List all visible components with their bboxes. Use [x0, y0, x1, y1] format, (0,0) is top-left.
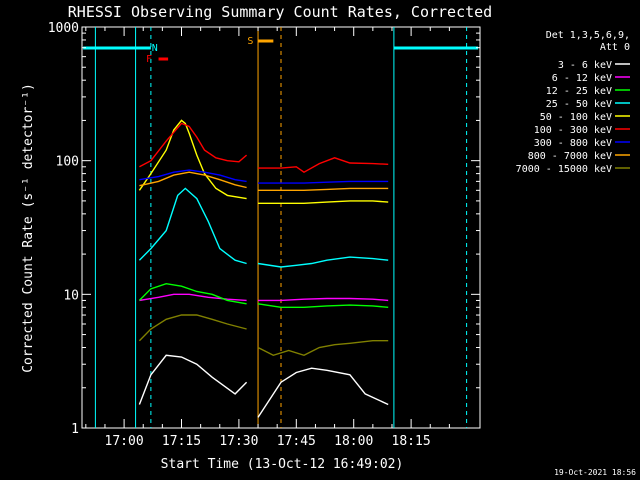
x-tick-label: 17:15 — [162, 434, 201, 449]
series-7000-15000-kev — [138, 314, 389, 357]
y-axis: 1 10 100 1000 — [48, 21, 480, 437]
chart-title: RHESSI Observing Summary Count Rates, Co… — [68, 3, 492, 21]
series-line — [258, 180, 389, 184]
series-3-6-kev — [138, 354, 389, 418]
series-line — [258, 200, 389, 205]
series-300-800-kev — [139, 169, 389, 184]
legend-entry-label: 800 - 7000 keV — [528, 151, 612, 162]
series-line — [138, 314, 247, 342]
legend-entry-label: 7000 - 15000 keV — [516, 164, 612, 175]
legend-entry-label: 100 - 300 keV — [534, 125, 612, 136]
y-tick-label: 100 — [56, 155, 79, 170]
series-line — [257, 340, 389, 357]
footer-timestamp: 19-Oct-2021 18:56 — [554, 468, 636, 477]
series-25-50-kev — [138, 187, 389, 268]
series-800-7000-kev — [139, 171, 389, 192]
series-line — [258, 187, 389, 192]
series-line — [138, 119, 247, 200]
legend-entry-label: 12 - 25 keV — [546, 86, 612, 97]
legend-entry-label: 3 - 6 keV — [558, 60, 612, 71]
legend-entry-label: 25 - 50 keV — [546, 99, 612, 110]
legend: Det 1,3,5,6,9,Att 0 3 - 6 keV 6 - 12 keV 12… — [516, 30, 630, 175]
series-line — [258, 297, 389, 302]
annotation-label: N — [152, 43, 158, 54]
series-line — [138, 354, 248, 405]
x-tick-label: 17:45 — [277, 434, 316, 449]
series-50-100-kev — [138, 119, 389, 205]
plot-area: NF S — [81, 26, 481, 429]
series-line — [139, 171, 247, 189]
y-tick-label: 10 — [63, 288, 79, 303]
legend-header: Att 0 — [600, 42, 630, 53]
series-line — [258, 157, 389, 174]
annotation-label: F — [146, 54, 152, 65]
series-line — [257, 367, 389, 418]
series-line — [138, 187, 247, 265]
series-line — [138, 282, 247, 305]
annotation-label: S — [247, 36, 253, 47]
series-line — [257, 256, 389, 268]
legend-header: Det 1,3,5,6,9, — [546, 30, 630, 41]
x-tick-label: 18:15 — [392, 434, 431, 449]
series-line — [139, 169, 247, 183]
x-tick-label: 18:00 — [334, 434, 373, 449]
series-line — [139, 293, 247, 302]
series-line — [257, 303, 389, 308]
x-axis: 17:00 17:15 17:30 17:45 18:00 18:15 — [85, 27, 450, 449]
series-12-25-kev — [138, 282, 389, 308]
series-line — [139, 122, 248, 168]
x-tick-label: 17:30 — [219, 434, 258, 449]
y-tick-label: 1 — [71, 422, 79, 437]
legend-entry-label: 300 - 800 keV — [534, 138, 612, 149]
y-tick-label: 1000 — [48, 21, 79, 36]
legend-entry-label: 6 - 12 keV — [552, 73, 612, 84]
x-axis-label: Start Time (13-Oct-12 16:49:02) — [161, 457, 404, 472]
y-axis-label: Corrected Count Rate (s⁻¹ detector⁻¹) — [21, 83, 36, 373]
x-tick-label: 17:00 — [105, 434, 144, 449]
legend-entry-label: 50 - 100 keV — [540, 112, 612, 123]
series-100-300-kev — [139, 122, 389, 174]
series-6-12-kev — [139, 293, 389, 302]
